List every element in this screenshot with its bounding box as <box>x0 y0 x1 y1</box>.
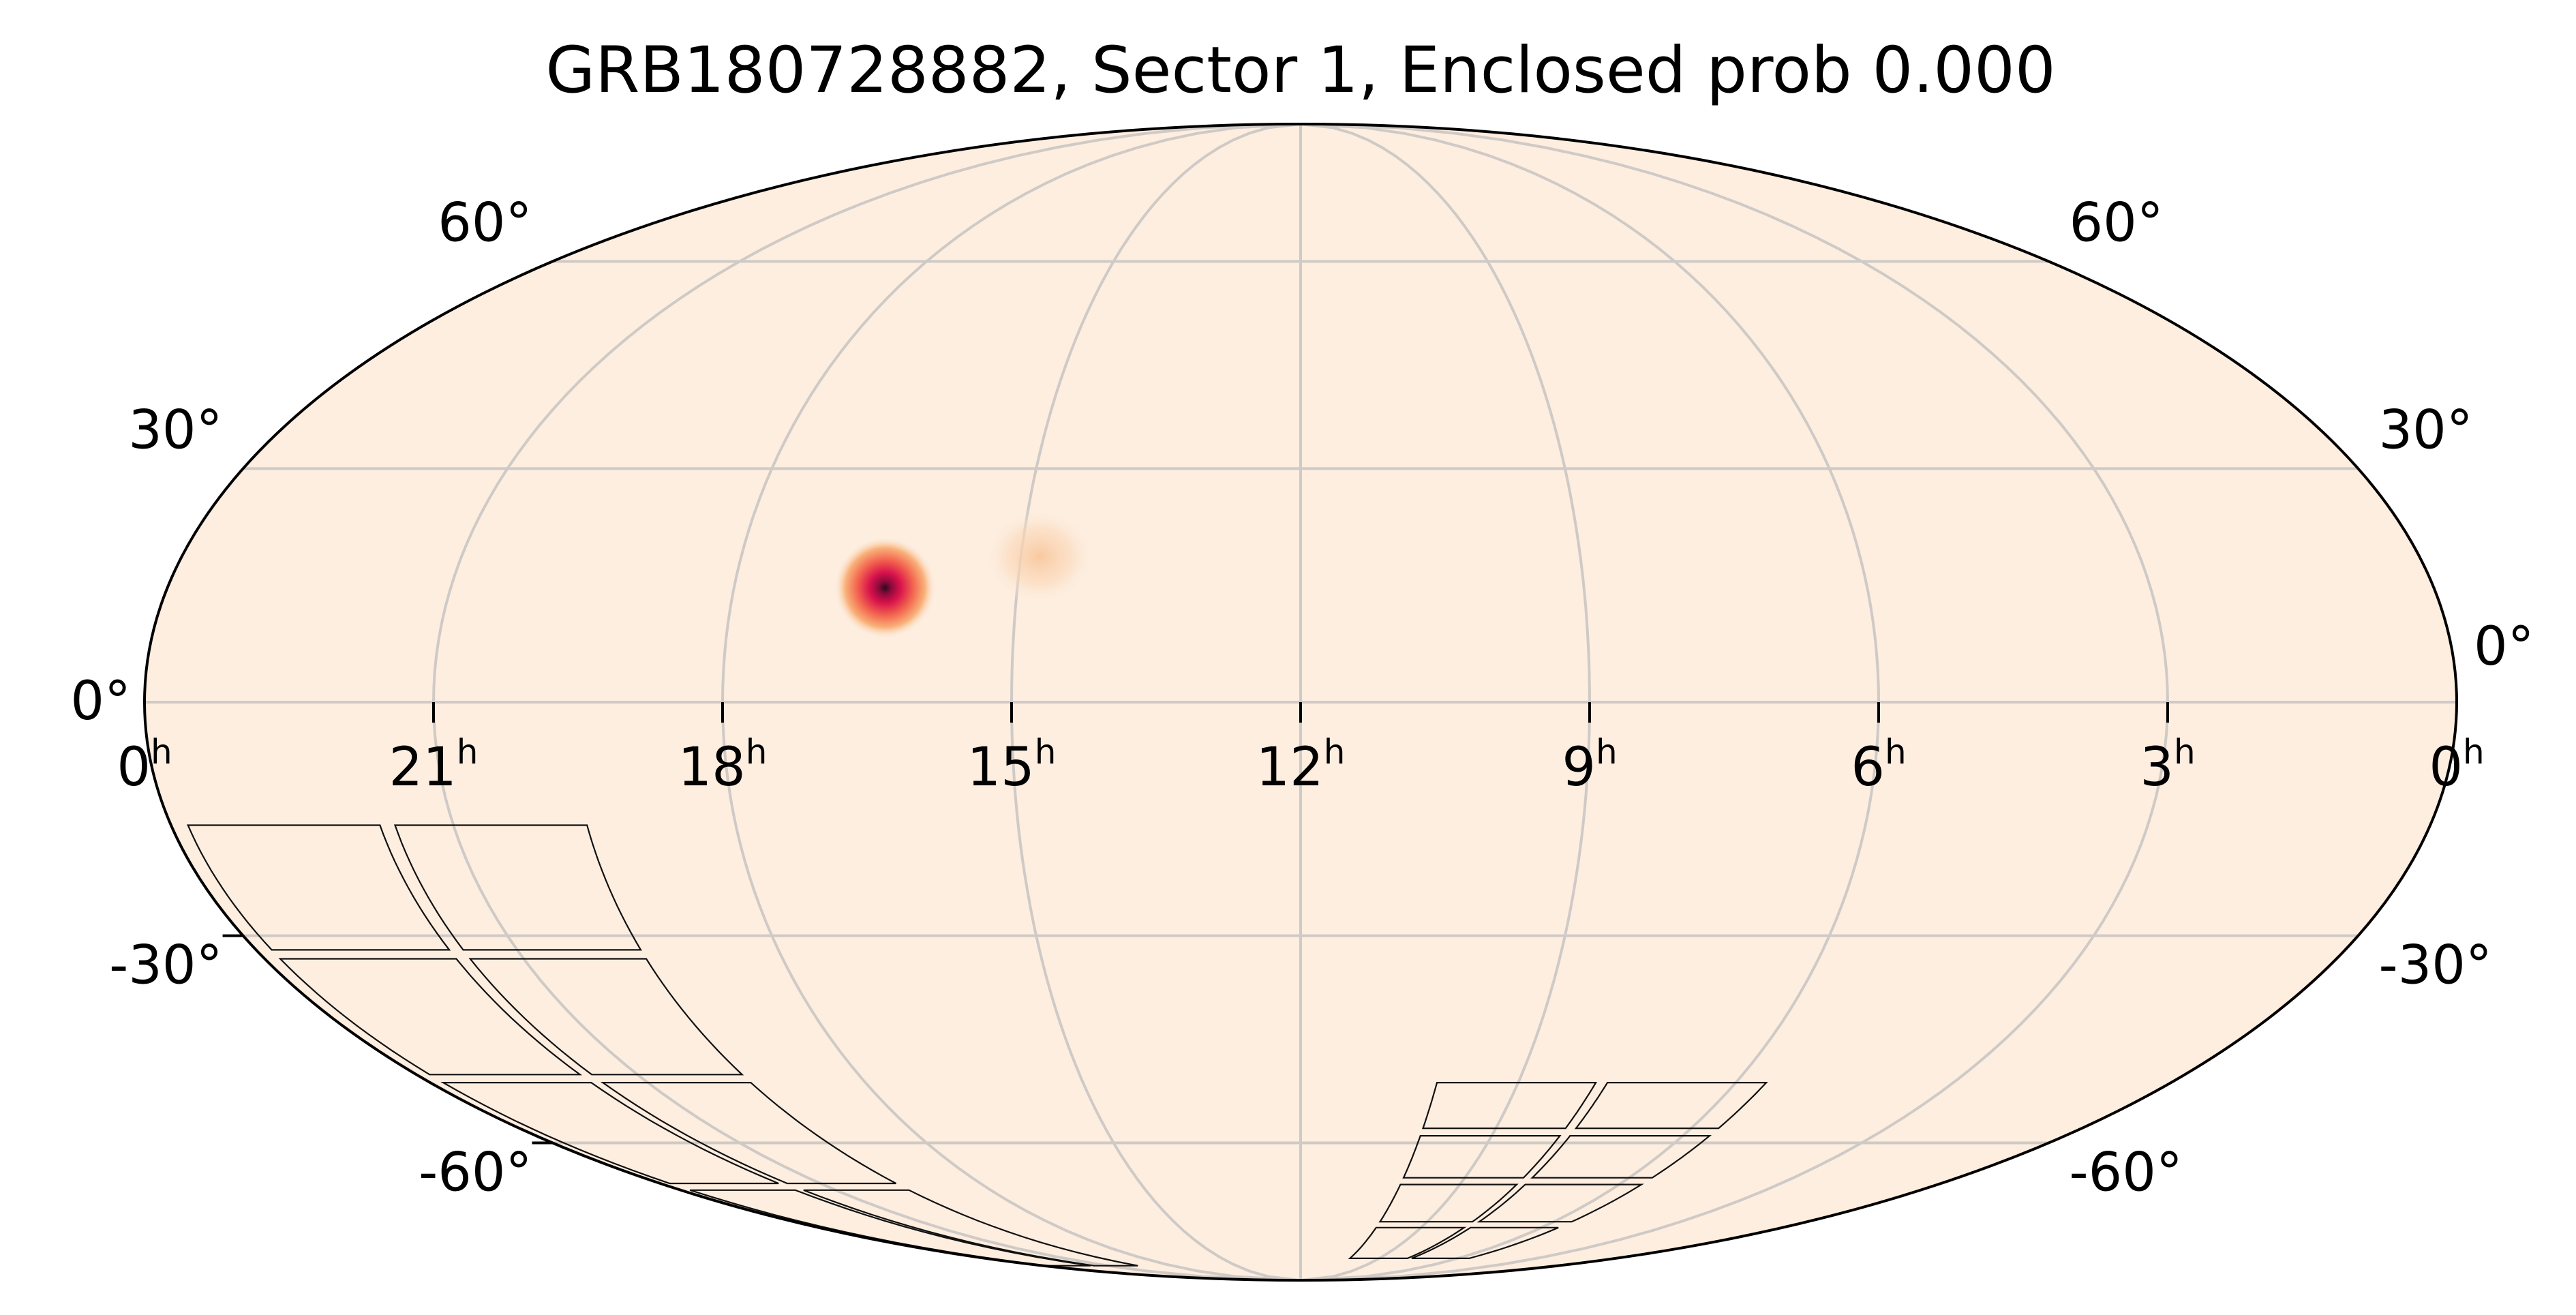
dec-tick-label-right: 0° <box>2474 616 2534 678</box>
ccd-tile <box>1378 1183 1519 1223</box>
probability-heatmap <box>834 509 1095 639</box>
ra-tick-label: 18h <box>678 732 768 798</box>
ccd-tile <box>1530 1135 1712 1179</box>
ccd-tile <box>1476 1183 1644 1223</box>
ccd-tile <box>1348 1226 1467 1259</box>
dec-tick-label-left: -30° <box>109 935 222 997</box>
ccd-tile <box>1421 1082 1598 1130</box>
sector-footprint-east <box>1348 1082 1768 1259</box>
ccd-tile <box>1574 1082 1768 1130</box>
ra-tick-labels: 0h 21h 18h 15h 12h 9h 6h 3h 0h <box>117 702 2485 798</box>
dec-tick-label-left: 0° <box>70 671 131 732</box>
sky-boundary <box>143 123 2458 1282</box>
probability-peak <box>834 536 937 639</box>
ccd-tile <box>186 824 451 951</box>
probability-faint-blob <box>985 509 1095 605</box>
ra-tick-label: 12h <box>1256 732 1346 798</box>
chart-title: GRB180728882, Sector 1, Enclosed prob 0.… <box>545 33 2055 108</box>
ra-tick-label: 3h <box>2140 732 2195 798</box>
dec-tick-label-right: 30° <box>2378 399 2472 461</box>
dec-tick-label-right: -30° <box>2378 935 2491 997</box>
dec-tick-label-left: 60° <box>438 192 532 254</box>
ra-tick-label: 15h <box>967 732 1057 798</box>
ccd-tile <box>278 958 583 1076</box>
ccd-tile <box>440 1082 779 1185</box>
ra-tick-label: 0h <box>117 732 172 798</box>
ra-tick-label: 21h <box>389 732 479 798</box>
ccd-tile <box>468 958 744 1076</box>
ccd-tile <box>600 1082 897 1185</box>
ccd-tile <box>1411 1226 1559 1259</box>
ccd-tile <box>1402 1135 1562 1179</box>
dec-tick-label-left: -60° <box>419 1143 532 1204</box>
ra-tick-label: 6h <box>1851 732 1906 798</box>
dec-tick-label-left: 30° <box>128 399 222 461</box>
dec-tick-label-right: 60° <box>2070 192 2164 254</box>
dec-tick-label-right: -60° <box>2070 1143 2183 1204</box>
dec-tick-labels: 60° 60° 30° 30° 0° 0° -30° -30° -60° -60° <box>70 192 2534 1203</box>
ra-tick-label: 9h <box>1562 732 1617 798</box>
ra-tick-label: 0h <box>2429 732 2484 798</box>
ccd-tile <box>393 824 642 951</box>
ccd-tile <box>803 1189 1138 1267</box>
